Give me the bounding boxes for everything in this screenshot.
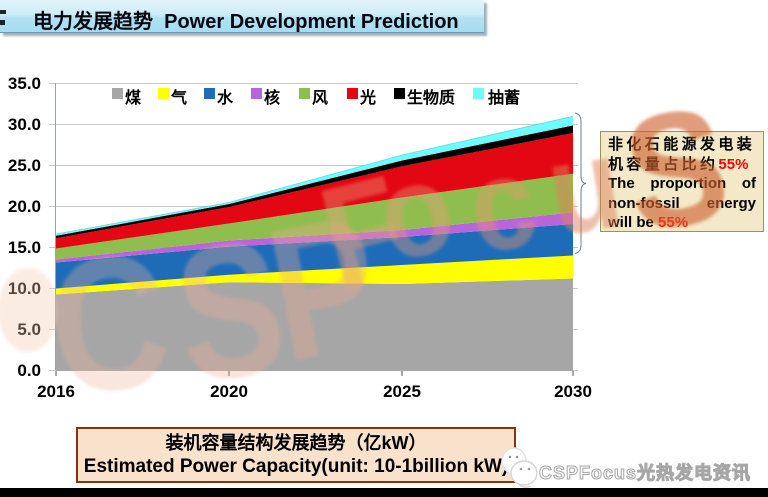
svg-text:c: c [458,128,547,282]
svg-text:C: C [40,212,178,435]
svg-text:S: S [613,72,740,266]
svg-text:u: u [538,110,631,264]
